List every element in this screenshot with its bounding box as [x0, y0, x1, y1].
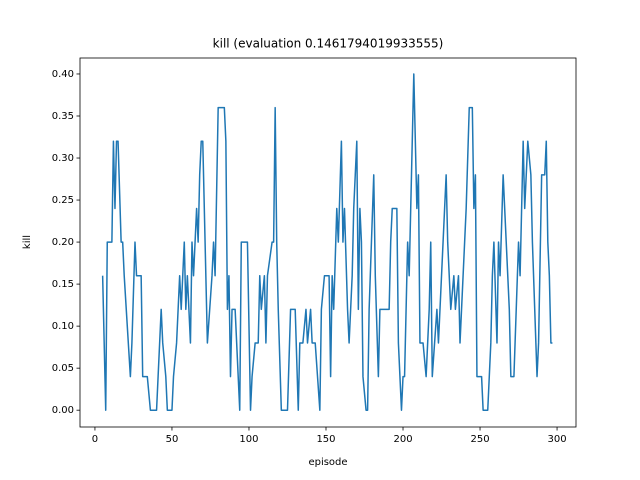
y-tick-label: 0.20 [52, 237, 74, 248]
x-tick-label: 300 [548, 434, 567, 445]
data-line [101, 73, 553, 411]
x-tick-label: 100 [239, 434, 258, 445]
y-tick-label: 0.35 [52, 111, 74, 122]
x-tick-label: 250 [470, 434, 489, 445]
x-axis-label: episode [308, 457, 347, 468]
plot-frame [79, 57, 577, 428]
x-tick-label: 150 [316, 434, 335, 445]
y-tick-label: 0.40 [52, 69, 74, 80]
y-tick-label: 0.25 [52, 195, 74, 206]
y-tick-label: 0.00 [52, 405, 74, 416]
y-tick-label: 0.15 [52, 279, 74, 290]
chart-title: kill (evaluation 0.1461794019933555) [213, 37, 444, 51]
y-tick-label: 0.10 [52, 321, 74, 332]
x-tick-label: 200 [393, 434, 412, 445]
x-tick-label: 0 [92, 434, 98, 445]
y-tick-label: 0.30 [52, 153, 74, 164]
x-tick-label: 50 [166, 434, 179, 445]
y-tick-label: 0.05 [52, 363, 74, 374]
y-axis-label: kill [22, 235, 33, 249]
